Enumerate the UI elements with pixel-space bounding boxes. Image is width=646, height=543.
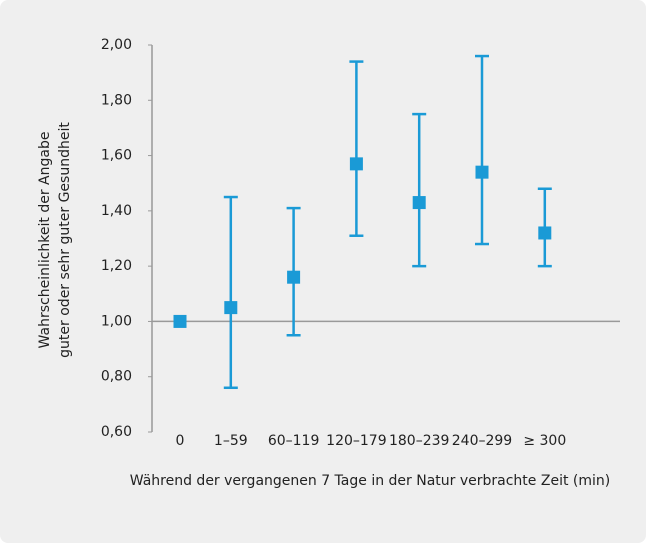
error-bar — [349, 60, 364, 237]
x-tick-label: 60–119 — [268, 433, 320, 449]
x-tick-label: 180–239 — [389, 433, 449, 449]
y-axis-label-line: Wahrscheinlichkeit der Angabe — [37, 132, 53, 349]
y-tick-label: 2,00 — [101, 37, 132, 53]
point — [349, 157, 363, 171]
point — [224, 301, 238, 315]
error-bar — [475, 54, 489, 246]
error-bar — [412, 112, 427, 268]
y-tick-label: 1,80 — [101, 92, 132, 108]
point — [538, 226, 552, 240]
x-axis-label: Während der vergangenen 7 Tage in der Na… — [130, 473, 610, 489]
y-tick-label: 0,80 — [101, 369, 132, 385]
point — [287, 270, 301, 284]
point — [475, 165, 489, 179]
x-tick-label: 0 — [176, 433, 185, 449]
y-tick-label: 1,60 — [101, 148, 132, 164]
x-tick-label: 240–299 — [452, 433, 512, 449]
y-tick-label: 1,00 — [101, 313, 132, 329]
x-tick-label: 1–59 — [214, 433, 248, 449]
y-tick-label: 0,60 — [101, 424, 132, 440]
y-axis-label: Wahrscheinlichkeit der Angabe guter oder… — [37, 122, 73, 358]
point — [412, 196, 426, 210]
y-axis-label-line: guter oder sehr guter Gesundheit — [57, 122, 73, 358]
x-tick-label: ≥ 300 — [523, 433, 566, 449]
y-tick-label: 1,20 — [101, 258, 132, 274]
error-bar — [223, 195, 238, 390]
x-tick-label: 120–179 — [326, 433, 386, 449]
point — [173, 314, 187, 328]
y-tick-label: 1,40 — [101, 203, 132, 219]
